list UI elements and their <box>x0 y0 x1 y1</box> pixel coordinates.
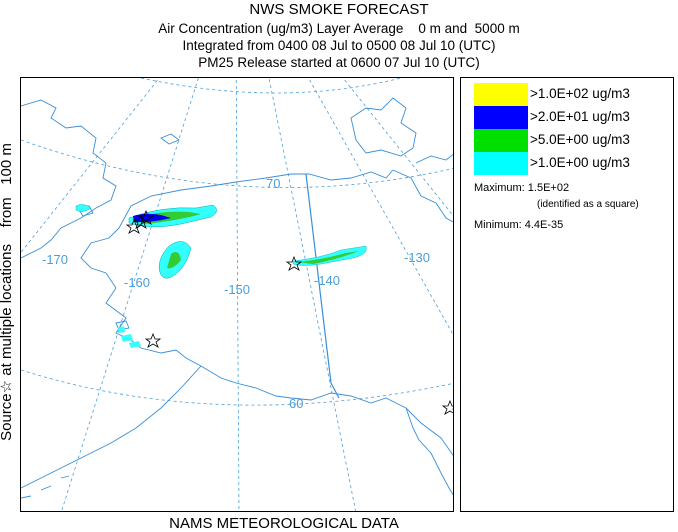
plume-southwest-2 <box>121 334 133 342</box>
source-markers <box>125 209 453 415</box>
chart-title: NWS SMOKE FORECAST <box>249 1 429 18</box>
plume-southwest-1 <box>118 326 125 333</box>
plume-southwest-3 <box>129 341 141 348</box>
grid-label-lon-160: -160 <box>124 275 150 290</box>
wrangel-island <box>160 133 180 145</box>
maximum-note: (identified as a square) <box>537 199 639 210</box>
graticule <box>21 78 453 511</box>
legend-label-20: >2.0E+01 ug/m3 <box>530 109 630 124</box>
grid-label-lon-170: -170 <box>42 252 68 267</box>
meridian-170 <box>21 78 160 253</box>
map-panel: -170 -160 -150 -140 -130 70 60 <box>20 77 454 512</box>
plume-north-slope-west <box>75 204 92 212</box>
southeast-alaska <box>405 407 453 496</box>
maximum-value: Maximum: 1.5E+02 <box>474 182 570 194</box>
grid-label-lon-130: -130 <box>404 250 430 265</box>
canada-islands-2 <box>415 153 453 164</box>
alaska-west-coast <box>80 227 202 367</box>
minimum-value: Minimum: 4.4E-35 <box>474 219 564 231</box>
alaska-peninsula <box>21 365 202 489</box>
subtitle-concentration: Air Concentration (ug/m3) Layer Average … <box>158 21 520 36</box>
legend-label-5: >5.0E+00 ug/m3 <box>530 132 630 147</box>
grid-label-lat-70: 70 <box>266 176 280 191</box>
legend-swatch-blue <box>474 106 528 129</box>
source-star-icon <box>441 399 453 415</box>
legend-swatch-cyan <box>474 152 528 175</box>
footer-data-source: NAMS METEOROLOGICAL DATA <box>169 515 399 532</box>
meridian-150 <box>235 78 240 511</box>
us-canada-border <box>305 173 340 399</box>
legend-label-1: >1.0E+00 ug/m3 <box>530 155 630 170</box>
latitude-line-70 <box>21 139 453 188</box>
latitude-line-60 <box>21 369 453 406</box>
meridian-140 <box>268 78 357 511</box>
meridian-120 <box>342 78 453 217</box>
alaska-map: -170 -160 -150 -140 -130 70 60 <box>21 78 453 511</box>
subtitle-integration: Integrated from 0400 08 Jul to 0500 08 J… <box>182 38 496 53</box>
latitude-line-80 <box>140 78 402 94</box>
source-side-label: Source☆ at multiple locations from 100 m <box>0 143 15 441</box>
legend-panel: >1.0E+02 ug/m3 >2.0E+01 ug/m3 >5.0E+00 u… <box>460 77 674 512</box>
canada-mainland <box>392 169 453 223</box>
siberia-coast <box>21 99 117 259</box>
source-star-icon <box>137 209 155 225</box>
legend-label-100: >1.0E+02 ug/m3 <box>530 86 630 101</box>
aleutian-islands <box>21 475 70 499</box>
alaska-north-coast <box>118 169 394 229</box>
meridian-160 <box>61 78 199 511</box>
plume-east-mid <box>297 251 359 264</box>
subtitle-release: PM25 Release started at 0600 07 Jul 10 (… <box>198 55 480 70</box>
alaska-south-coast <box>200 365 453 456</box>
smoke-plumes <box>75 204 367 348</box>
nunivak-island <box>115 320 130 331</box>
source-star-icon <box>125 218 143 234</box>
grid-label-lon-140: -140 <box>314 273 340 288</box>
grid-label-lon-150: -150 <box>224 282 250 297</box>
meridian-130 <box>308 78 453 336</box>
source-star-icon <box>285 255 303 271</box>
legend-swatch-yellow <box>474 83 528 106</box>
plume-central-mid <box>167 252 181 269</box>
legend-swatch-green <box>474 129 528 152</box>
canada-islands-1 <box>350 97 417 157</box>
grid-label-lat-60: 60 <box>289 396 303 411</box>
source-star-icon <box>144 332 162 348</box>
